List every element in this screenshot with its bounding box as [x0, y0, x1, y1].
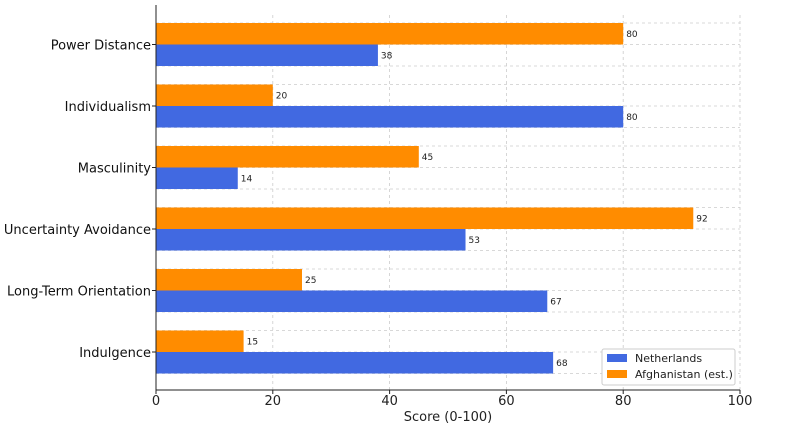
legend-label: Afghanistan (est.) — [635, 368, 733, 381]
y-tick-label: Power Distance — [51, 39, 151, 54]
x-tick-label: 60 — [498, 394, 515, 409]
y-tick-label: Individualism — [65, 100, 151, 115]
y-tick-label: Long-Term Orientation — [7, 285, 151, 300]
x-tick-label: 20 — [265, 394, 282, 409]
bar-netherlands — [156, 229, 466, 251]
x-tick-label: 100 — [728, 394, 753, 409]
x-tick-label: 0 — [152, 394, 160, 409]
legend-box — [601, 348, 736, 386]
y-tick-label: Indulgence — [79, 346, 151, 361]
bar-netherlands — [156, 167, 238, 189]
data-label-netherlands: 53 — [469, 236, 480, 246]
data-label-afghanistan: 20 — [276, 91, 288, 101]
y-tick-label: Masculinity — [78, 162, 152, 177]
legend-label: Netherlands — [635, 352, 702, 365]
bar-afghanistan — [156, 146, 419, 168]
bar-afghanistan — [156, 269, 302, 291]
y-tick-label: Uncertainty Avoidance — [4, 223, 151, 238]
bar-netherlands — [156, 106, 624, 128]
data-label-afghanistan: 45 — [422, 153, 433, 163]
data-label-afghanistan: 15 — [247, 337, 258, 347]
bar-afghanistan — [156, 330, 244, 352]
x-tick-label: 80 — [615, 394, 632, 409]
bar-netherlands — [156, 44, 378, 66]
data-label-afghanistan: 80 — [626, 30, 638, 40]
data-label-afghanistan: 92 — [696, 214, 707, 224]
data-label-netherlands: 68 — [556, 359, 568, 369]
bar-netherlands — [156, 352, 554, 374]
x-axis-label: Score (0-100) — [404, 410, 492, 425]
data-label-netherlands: 38 — [381, 51, 393, 61]
bar-netherlands — [156, 290, 548, 312]
data-label-afghanistan: 25 — [305, 276, 316, 286]
legend-swatch — [607, 354, 627, 362]
data-label-netherlands: 80 — [626, 113, 638, 123]
bar-afghanistan — [156, 207, 694, 229]
data-label-netherlands: 67 — [550, 297, 561, 307]
x-tick-label: 40 — [381, 394, 398, 409]
data-label-netherlands: 14 — [241, 174, 253, 184]
legend-swatch — [607, 370, 627, 378]
bar-afghanistan — [156, 23, 624, 45]
bar-afghanistan — [156, 84, 273, 106]
